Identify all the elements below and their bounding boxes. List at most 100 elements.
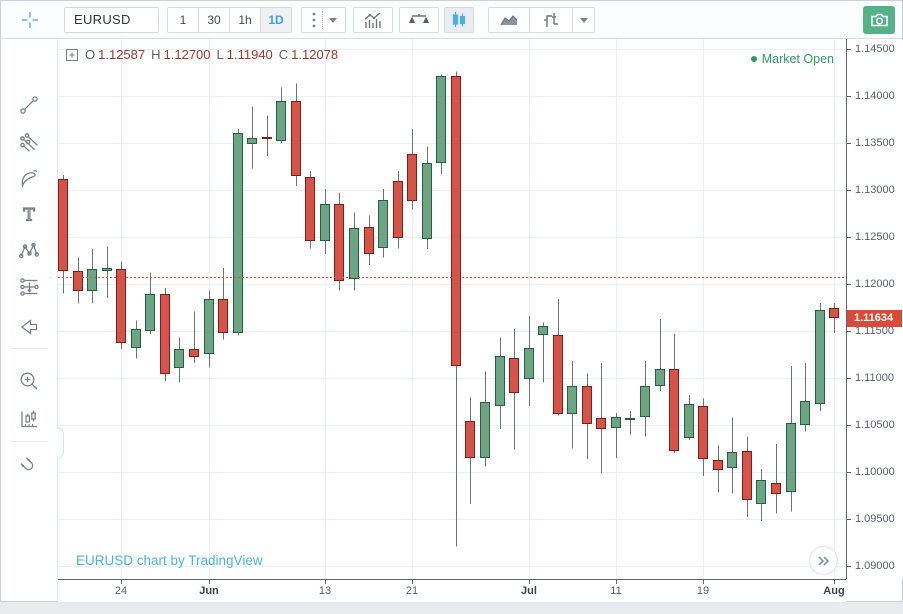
market-status-label: Market Open	[761, 52, 834, 66]
candle	[349, 212, 359, 291]
candle	[364, 215, 374, 266]
candle	[334, 192, 344, 291]
time-axis-tick	[834, 580, 835, 584]
market-status-dot	[750, 56, 757, 62]
candle	[247, 106, 257, 169]
chart-type-step-button[interactable]	[529, 8, 572, 32]
tradingview-watermark-link[interactable]: EURUSD chart by TradingView	[76, 553, 263, 568]
candle	[451, 71, 461, 547]
dots-menu-icon	[312, 12, 315, 28]
candle	[727, 417, 737, 494]
candle	[786, 365, 796, 512]
last-price-badge: 1.11634	[847, 310, 902, 327]
price-axis-label: 1.09500	[855, 513, 895, 526]
step-chart-icon	[544, 13, 558, 27]
tool-forecast[interactable]	[15, 273, 43, 301]
price-axis-label: 1.11000	[855, 372, 894, 384]
legend-label-l: L	[216, 47, 224, 62]
chart-type-candles-button[interactable]	[444, 7, 474, 33]
chevron-down-icon	[328, 17, 337, 23]
candle	[160, 287, 170, 381]
indicators-icon	[364, 12, 381, 28]
legend-expand-icon[interactable]	[65, 48, 79, 62]
legend-value-l: 1.11940	[226, 47, 273, 62]
time-axis-label: Aug	[823, 585, 845, 597]
price-axis[interactable]: 1.14500 1.14000 1.13500 1.13000 1.12500 1.120…	[846, 39, 903, 579]
indicators-button[interactable]	[353, 7, 393, 33]
time-axis-tick	[412, 580, 413, 584]
timeframe-button-1d[interactable]: 1D	[260, 8, 291, 32]
candle	[509, 329, 519, 450]
market-status: Market Open	[750, 52, 834, 66]
go-to-realtime-button[interactable]	[809, 546, 838, 575]
candle	[625, 410, 635, 435]
price-axis-label: 1.13500	[855, 136, 895, 149]
separator	[321, 11, 324, 29]
tool-trend-line[interactable]	[15, 91, 43, 119]
more-intervals-button[interactable]	[301, 7, 346, 33]
top-toolbar: EURUSD 1 30 1h 1D	[1, 1, 902, 39]
time-axis-label: Jun	[199, 585, 219, 597]
tool-measure[interactable]	[15, 405, 43, 433]
price-axis-tick	[847, 237, 851, 238]
candle	[407, 128, 417, 210]
chart-type-group	[488, 7, 595, 33]
timeframe-group: 1 30 1h 1D	[167, 7, 292, 33]
candle	[204, 290, 214, 368]
price-axis-tick	[847, 425, 851, 426]
chart-type-dropdown-button[interactable]	[572, 8, 594, 32]
tool-pitchfork[interactable]	[15, 129, 43, 157]
price-axis-label: 1.14500	[855, 42, 895, 55]
timeframe-button-1[interactable]: 1	[179, 13, 187, 27]
candle	[73, 257, 83, 304]
sidebar-divider	[11, 348, 48, 349]
screenshot-button[interactable]	[863, 6, 895, 34]
tool-magnet[interactable]	[15, 452, 43, 480]
chart-type-line-button[interactable]	[489, 8, 529, 32]
tool-arrow-left[interactable]	[15, 313, 43, 341]
timeframe-button-30[interactable]: 30	[198, 8, 229, 32]
tool-brush[interactable]	[15, 165, 43, 193]
legend-value-c: 1.12078	[291, 47, 339, 62]
candle	[465, 397, 475, 504]
time-axis-label: 21	[405, 585, 419, 597]
candle	[815, 302, 825, 411]
candlestick-chart[interactable]	[58, 39, 846, 579]
drawing-tools-sidebar: T	[1, 39, 58, 601]
crosshair-tool-button[interactable]	[1, 1, 58, 39]
compare-button[interactable]	[399, 7, 439, 33]
legend-label-c: C	[278, 47, 289, 62]
area-chart-icon	[500, 15, 518, 26]
time-axis-tick	[616, 580, 617, 584]
tool-text[interactable]: T	[15, 201, 43, 229]
price-axis-label: 1.14000	[855, 89, 895, 102]
candle	[393, 171, 403, 249]
time-axis-label: 24	[114, 585, 128, 597]
price-axis-tick	[847, 472, 851, 473]
time-axis-tick	[703, 580, 704, 584]
tool-zoom-in[interactable]	[15, 367, 43, 395]
candle	[713, 445, 723, 493]
price-axis-label: 1.11500	[855, 324, 894, 337]
price-axis-tick	[847, 378, 851, 379]
symbol-input[interactable]: EURUSD	[64, 7, 159, 33]
panel-collapse-handle[interactable]	[57, 427, 64, 459]
timeframe-button-1h[interactable]: 1h	[229, 8, 260, 32]
price-axis-tick	[847, 143, 851, 144]
time-axis-label: 13	[318, 585, 332, 597]
candle	[698, 398, 708, 476]
price-axis-label: 1.10500	[855, 419, 895, 431]
candle	[436, 74, 446, 174]
chevron-down-icon	[579, 17, 588, 23]
candle	[87, 249, 97, 303]
candle	[553, 299, 563, 416]
price-axis-tick	[847, 190, 851, 191]
time-axis-label: Jul	[521, 585, 537, 597]
chart-canvas[interactable]: O 1.12587 H 1.12700 L 1.11940 C 1.12078 Market …	[57, 39, 846, 579]
price-axis-label: 1.10000	[855, 466, 895, 478]
time-axis-label: 19	[696, 585, 710, 597]
candle	[291, 83, 301, 187]
time-axis[interactable]: 24 Jun 13 21 Jul 11 19 Aug	[58, 579, 846, 602]
tool-xabcd-pattern[interactable]	[15, 237, 43, 265]
